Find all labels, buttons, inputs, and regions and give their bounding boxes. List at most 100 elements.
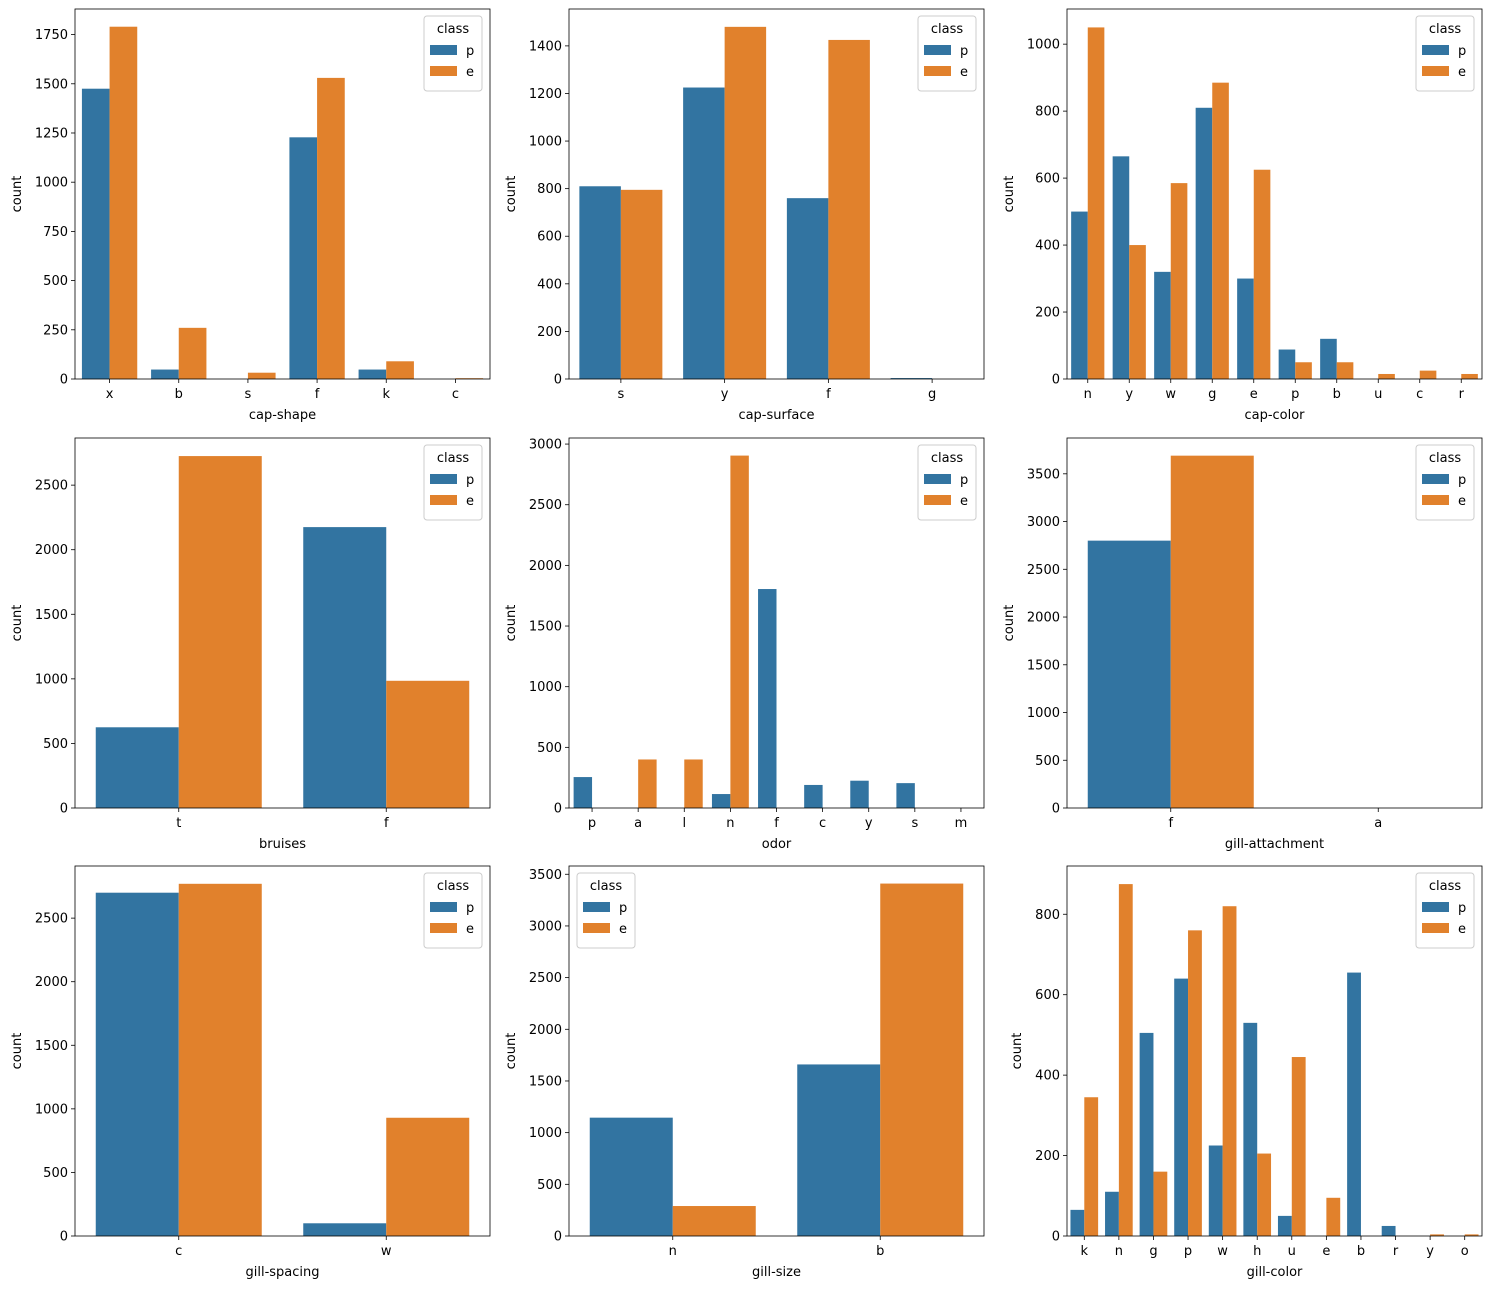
x-tick-label: x	[106, 387, 114, 402]
x-tick-label: f	[384, 816, 389, 831]
bar-gill-color-p-e	[1188, 930, 1202, 1236]
y-tick-label: 3000	[529, 438, 562, 453]
bar-cap-color-e-p	[1237, 278, 1254, 379]
bar-gill-color-g-e	[1153, 1171, 1168, 1236]
y-tick-label: 1500	[1027, 658, 1060, 673]
y-axis-label: count	[504, 176, 519, 213]
y-tick-label: 200	[1035, 306, 1060, 321]
legend-swatch-p	[924, 45, 951, 55]
y-tick-label: 2500	[529, 498, 562, 513]
y-tick-label: 1500	[35, 1039, 68, 1054]
x-tick-label: l	[682, 816, 686, 831]
bar-cap-color-n-e	[1087, 27, 1105, 379]
legend: class pe	[1415, 444, 1475, 521]
x-tick-label: a	[1374, 816, 1382, 831]
legend-swatch-e	[583, 923, 610, 933]
bar-gill-size-n-p	[589, 1117, 673, 1236]
legend-title: class	[1429, 879, 1461, 894]
legend-label-e: e	[466, 65, 474, 80]
y-tick-label: 2500	[1027, 563, 1060, 578]
bar-cap-shape-b-p	[151, 369, 179, 379]
bar-gill-color-p-p	[1174, 978, 1189, 1236]
y-tick-label: 1400	[529, 39, 562, 54]
y-axis-label: count	[10, 176, 25, 213]
y-tick-label: 400	[1035, 239, 1060, 254]
x-tick-label: n	[1115, 1244, 1123, 1259]
bar-gill-attachment-f-p	[1087, 540, 1171, 808]
plot-frame	[1066, 865, 1483, 1237]
x-tick-label: m	[955, 816, 968, 831]
y-tick-label: 1000	[35, 1102, 68, 1117]
x-tick-label: u	[1288, 1244, 1296, 1259]
chart-bruises: 0 500 1000 1500 2000 2500 t f bruises count class p…	[10, 437, 491, 852]
bar-cap-surface-y-p	[683, 87, 725, 379]
y-tick-label: 1000	[529, 1126, 562, 1141]
legend-label-e: e	[466, 494, 474, 509]
y-tick-label: 3000	[529, 919, 562, 934]
x-tick-label: f	[1168, 816, 1173, 831]
chart-odor: 0 500 1000 1500 2000 2500 3000 p a l n f c y s m odor cou…	[504, 438, 985, 852]
bar-gill-color-h-p	[1243, 1022, 1258, 1236]
x-tick-label: c	[1416, 387, 1423, 402]
x-axis-label: gill-spacing	[245, 1265, 319, 1280]
x-tick-label: w	[1217, 1244, 1228, 1259]
y-tick-label: 600	[1035, 988, 1060, 1003]
bar-gill-color-r-p	[1381, 1225, 1396, 1236]
bar-gill-attachment-f-e	[1170, 455, 1254, 808]
bar-gill-spacing-w-p	[303, 1223, 387, 1236]
x-tick-label: f	[826, 387, 831, 402]
y-tick-label: 2000	[529, 559, 562, 574]
y-axis-label: count	[504, 605, 519, 642]
bar-cap-shape-k-e	[386, 361, 414, 379]
y-tick-label: 1200	[529, 87, 562, 102]
bar-odor-y-p	[850, 780, 869, 808]
x-tick-label: f	[315, 387, 320, 402]
x-tick-label: r	[1393, 1244, 1399, 1259]
x-axis-label: gill-attachment	[1225, 837, 1324, 852]
y-tick-label: 2000	[529, 1023, 562, 1038]
bar-cap-color-b-p	[1320, 338, 1337, 379]
bar-bruises-f-e	[386, 680, 470, 808]
bar-odor-c-p	[804, 784, 823, 808]
bar-gill-spacing-c-e	[178, 883, 262, 1236]
legend-swatch-p	[1422, 902, 1449, 912]
legend-swatch-e	[924, 66, 951, 76]
y-tick-label: 1000	[1027, 706, 1060, 721]
bar-gill-color-u-e	[1291, 1057, 1306, 1236]
chart-gill-spacing: 0 500 1000 1500 2000 2500 c w gill-spacing count c…	[10, 865, 491, 1280]
x-tick-label: t	[176, 816, 181, 831]
legend-swatch-e	[1422, 66, 1449, 76]
bar-gill-size-b-p	[797, 1064, 881, 1236]
bar-cap-color-r-e	[1461, 373, 1478, 379]
bar-gill-color-g-p	[1139, 1032, 1154, 1236]
chart-cap-surface: 0 200 400 600 800 1000 1200 1400 s y f g cap-surface…	[504, 8, 985, 423]
y-tick-label: 400	[1035, 1069, 1060, 1084]
y-tick-label: 500	[43, 1166, 68, 1181]
bar-gill-color-w-p	[1208, 1145, 1223, 1236]
y-axis-label: count	[504, 1033, 519, 1070]
bar-bruises-f-p	[303, 527, 387, 808]
plot-frame	[74, 8, 491, 380]
plot-frame	[74, 865, 491, 1237]
x-axis-label: gill-color	[1247, 1265, 1303, 1280]
x-tick-label: n	[669, 1244, 677, 1259]
bar-odor-n-p	[711, 794, 731, 808]
x-tick-label: w	[1165, 387, 1176, 402]
chart-gill-attachment: 0 500 1000 1500 2000 2500 3000 3500 f a gill-attac…	[1002, 437, 1483, 852]
bar-cap-shape-x-e	[109, 26, 138, 379]
x-tick-label: g	[928, 387, 936, 402]
x-tick-label: p	[1184, 1244, 1192, 1259]
y-axis-label: count	[1002, 176, 1017, 213]
y-tick-label: 0	[1052, 373, 1060, 388]
y-tick-label: 2500	[35, 912, 68, 927]
legend-label-p: p	[466, 473, 474, 488]
bar-cap-color-u-e	[1378, 373, 1395, 379]
legend-title: class	[437, 879, 469, 894]
y-tick-label: 500	[1035, 754, 1060, 769]
y-tick-label: 1250	[35, 126, 68, 141]
bar-gill-color-n-p	[1105, 1191, 1119, 1236]
y-tick-label: 1000	[529, 680, 562, 695]
legend-swatch-p	[1422, 474, 1449, 484]
bar-cap-shape-s-e	[247, 372, 276, 379]
